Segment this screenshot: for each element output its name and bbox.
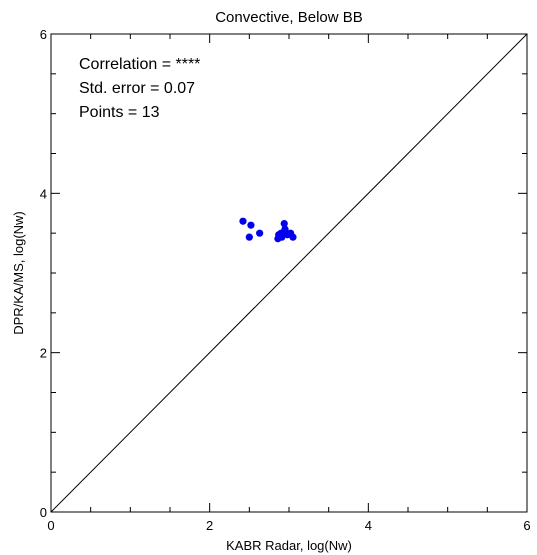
stat-line: Std. error = 0.07 xyxy=(79,80,195,97)
x-tick-label: 6 xyxy=(523,518,530,533)
y-tick-label: 0 xyxy=(40,505,47,520)
y-tick-label: 6 xyxy=(40,27,47,42)
x-axis-label: KABR Radar, log(Nw) xyxy=(226,538,352,553)
y-tick-label: 4 xyxy=(40,186,47,201)
one-to-one-line xyxy=(50,33,528,513)
x-tick-label: 2 xyxy=(206,518,213,533)
data-points xyxy=(239,217,297,243)
data-point xyxy=(239,217,247,225)
data-point xyxy=(256,229,264,237)
data-point xyxy=(281,225,289,233)
data-point xyxy=(245,233,253,241)
stat-line: Points = 13 xyxy=(79,104,160,121)
data-point xyxy=(289,233,297,241)
stat-line: Correlation = **** xyxy=(79,56,200,73)
stats-box: Correlation = **** Std. error = 0.07 Point… xyxy=(79,56,200,121)
data-point xyxy=(278,233,286,241)
y-axis-label: DPR/KA/MS, log(Nw) xyxy=(11,211,26,335)
axis-ticks: 0 2 4 6 0 2 4 6 xyxy=(40,27,531,533)
data-point xyxy=(247,221,255,229)
x-tick-label: 4 xyxy=(365,518,372,533)
data-point xyxy=(280,220,288,228)
y-tick-label: 2 xyxy=(40,346,47,361)
chart-title: Convective, Below BB xyxy=(215,9,363,26)
x-tick-label: 0 xyxy=(47,518,54,533)
